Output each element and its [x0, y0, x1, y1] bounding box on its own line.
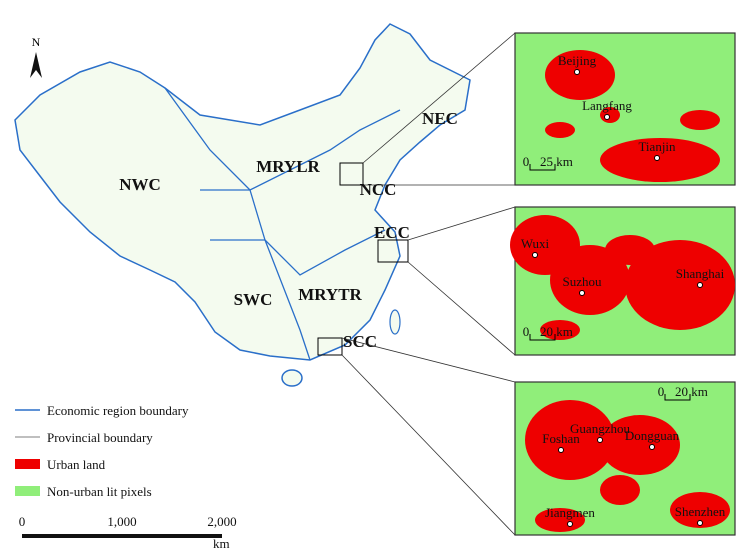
city-point [697, 520, 703, 526]
legend-label: Economic region boundary [47, 403, 189, 418]
scale-tick-label: 1,000 [107, 514, 136, 529]
city-label: Tianjin [638, 139, 676, 154]
scale-length: 20 km [675, 384, 708, 399]
city-label: Guangzhou [570, 421, 630, 436]
connectors [341, 32, 516, 536]
scale-tick-label: 0 [19, 514, 26, 529]
taiwan [389, 309, 401, 335]
urban-patch [680, 110, 720, 130]
scale-length: 25 km [540, 154, 573, 169]
urban-patch [535, 508, 585, 532]
region-label: MRYLR [256, 157, 320, 176]
region-boundary [200, 109, 401, 191]
scale-zero: 0 [523, 324, 530, 339]
legend [15, 409, 40, 496]
urban-patch [525, 400, 615, 480]
region-label: NCC [360, 180, 397, 199]
urban-patch [605, 235, 655, 265]
city-point [597, 437, 603, 443]
city-label: Shanghai [676, 266, 725, 281]
city-point [697, 282, 703, 288]
urban-patch [600, 415, 680, 475]
city-label: Suzhou [563, 274, 603, 289]
city-point [649, 444, 655, 450]
scale-tick-label: 2,000 [207, 514, 236, 529]
scale-zero: 0 [523, 154, 530, 169]
region-label: SCC [343, 332, 377, 351]
city-label: Shenzhen [675, 504, 726, 519]
city-label: Langfang [582, 98, 632, 113]
scale-bar [22, 534, 222, 538]
zoom-box [317, 337, 343, 356]
city-point [604, 114, 610, 120]
legend-label: Non-urban lit pixels [47, 484, 152, 499]
legend-swatch [15, 459, 40, 469]
region-label: ECC [374, 223, 410, 242]
urban-patch [550, 245, 630, 315]
zoom-box [339, 162, 364, 186]
city-label: Jiangmen [545, 505, 595, 520]
city-point [574, 69, 580, 75]
city-point [558, 447, 564, 453]
inset-scale-bar [529, 164, 556, 171]
connector [407, 261, 516, 356]
region-label: NEC [422, 109, 458, 128]
city-label: Beijing [558, 53, 597, 68]
hainan [281, 369, 303, 387]
scale-unit: km [213, 536, 230, 551]
city-point [532, 252, 538, 258]
connector [407, 206, 516, 241]
legend-label: Urban land [47, 457, 106, 472]
scale-zero: 0 [658, 384, 665, 399]
city-point [654, 155, 660, 161]
inset-scale-bar [664, 394, 691, 401]
north-label: N [32, 35, 41, 49]
inset-scale-bar [529, 334, 556, 341]
china-outline [14, 23, 471, 361]
city-point [567, 521, 573, 527]
city-label: Foshan [542, 431, 580, 446]
connector [341, 354, 516, 536]
urban-patch [540, 320, 580, 340]
region-label: SWC [234, 290, 273, 309]
city-label: Dongguan [625, 428, 680, 443]
legend-label: Provincial boundary [47, 430, 153, 445]
region-label: MRYTR [298, 285, 362, 304]
connector [362, 32, 516, 164]
urban-patch [545, 50, 615, 100]
scale-length: 20 km [540, 324, 573, 339]
region-label: NWC [119, 175, 161, 194]
north-arrow [30, 52, 42, 78]
urban-patch [600, 475, 640, 505]
urban-patch [600, 138, 720, 182]
connector [341, 337, 516, 383]
legend-swatch [15, 486, 40, 496]
urban-patch [625, 240, 735, 330]
urban-patch [670, 492, 730, 528]
region-boundary [210, 239, 311, 361]
city-point [579, 290, 585, 296]
city-label: Wuxi [521, 236, 550, 251]
urban-patch [545, 122, 575, 138]
zoom-box [377, 239, 409, 263]
